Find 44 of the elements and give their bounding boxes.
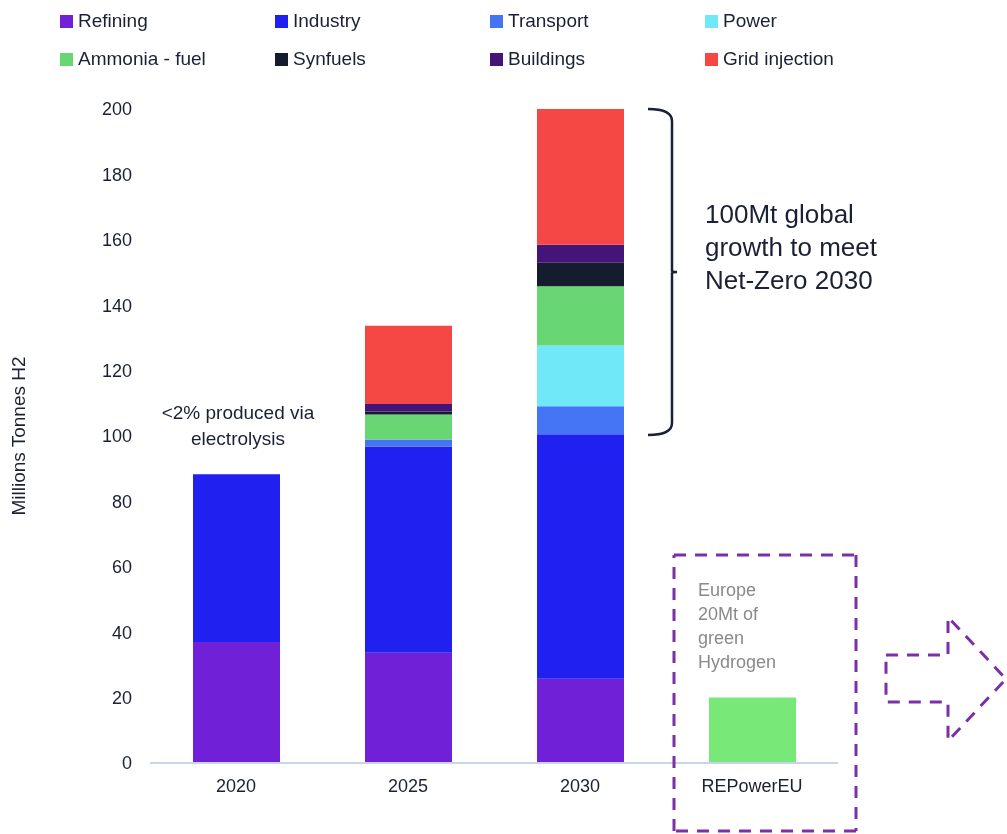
x-tick-label: 2030 xyxy=(559,775,601,796)
annotation: Europe 20Mt of green Hydrogen xyxy=(698,579,778,674)
bar xyxy=(365,411,452,415)
y-tick-label: 140 xyxy=(101,295,132,316)
bar xyxy=(537,434,624,679)
y-tick-label: 60 xyxy=(111,557,132,578)
bar xyxy=(709,697,796,763)
bar xyxy=(365,652,452,763)
x-tick-label: 2025 xyxy=(387,775,429,796)
legend-label: Transport xyxy=(508,10,589,32)
bar xyxy=(365,446,452,653)
bar xyxy=(537,286,624,346)
legend-label: Grid injection xyxy=(723,48,834,70)
legend-label: Ammonia - fuel xyxy=(78,48,206,70)
y-tick-label: 40 xyxy=(111,622,132,643)
bar xyxy=(537,244,624,263)
bar xyxy=(365,403,452,412)
bar xyxy=(365,325,452,404)
y-tick-label: 100 xyxy=(101,426,132,447)
y-tick-label: 180 xyxy=(101,164,132,185)
x-tick-label: REPowerEU xyxy=(701,775,803,796)
legend-label: Industry xyxy=(293,10,361,32)
y-tick-label: 160 xyxy=(101,230,132,251)
y-tick-label: 0 xyxy=(121,753,132,774)
legend-label: Power xyxy=(723,10,777,32)
y-axis-title: Millions Tonnes H2 xyxy=(7,356,29,516)
bar xyxy=(537,345,624,407)
y-tick-label: 20 xyxy=(111,687,132,708)
bar xyxy=(537,406,624,435)
y-tick-label: 200 xyxy=(101,99,132,120)
annotation: 100Mt global growth to meet Net-Zero 2030 xyxy=(705,198,878,297)
bar xyxy=(537,262,624,287)
x-tick-label: 2020 xyxy=(215,775,257,796)
y-tick-label: 80 xyxy=(111,491,132,512)
legend-label: Synfuels xyxy=(293,48,366,70)
legend-label: Buildings xyxy=(508,48,586,70)
bar xyxy=(193,642,280,763)
y-tick-label: 120 xyxy=(101,360,132,381)
bar xyxy=(537,109,624,245)
bar xyxy=(537,678,624,763)
legend-label: Refining xyxy=(78,10,148,32)
annotation: <2% produced via electrolysis xyxy=(160,401,316,451)
bar xyxy=(365,414,452,440)
bar xyxy=(193,474,280,643)
